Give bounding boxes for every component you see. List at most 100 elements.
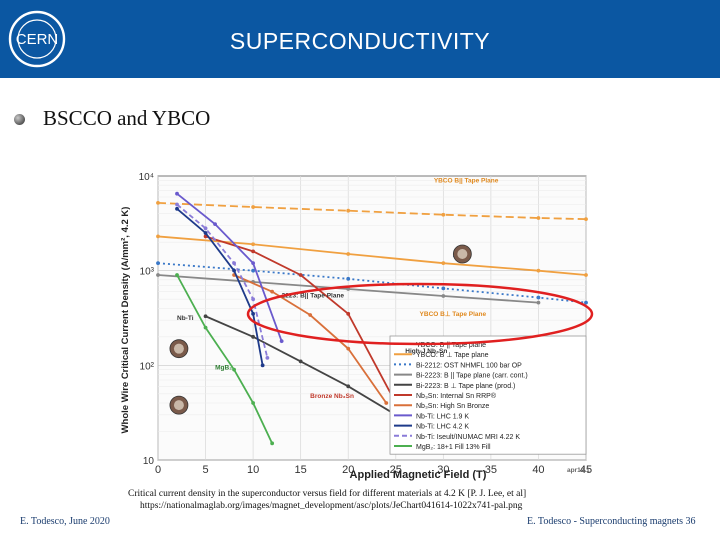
slide-title: SUPERCONDUCTIVITY xyxy=(229,28,491,54)
series-point xyxy=(308,313,313,317)
x-axis-label: Applied Magnetic Field (T) xyxy=(350,469,487,481)
x-tick-label: 5 xyxy=(202,464,208,476)
x-tick-label: 45 xyxy=(580,464,592,476)
legend-entry: Nb₃Sn: High Sn Bronze xyxy=(416,403,489,410)
series-point xyxy=(203,226,208,231)
chart-annotation: YBCO B⊥ Tape Plane xyxy=(420,310,487,318)
series-point xyxy=(536,216,541,220)
series-point xyxy=(298,359,303,364)
series-point xyxy=(584,273,588,277)
series-line-0 xyxy=(157,201,587,221)
series-point xyxy=(175,206,179,211)
legend-entry: Nb-Ti: Iseult/INUMAC MRI 4.22 K xyxy=(416,434,520,441)
chart-svg: 0 5 10 15 20 25 30 35 40 45 10 10² 10³ 10⁴ YBCO: B ||… xyxy=(118,168,600,490)
chart-annotation: 2223: B|| Tape Plane xyxy=(282,293,345,300)
series-point xyxy=(251,268,256,273)
series-point xyxy=(270,441,275,446)
legend-entry: YBCO: B ⊥ Tape plane xyxy=(416,352,489,359)
highlight-ellipse xyxy=(246,282,594,346)
series-point xyxy=(203,314,208,319)
series-line-1 xyxy=(157,235,587,276)
caption-source-link[interactable]: https://nationalmaglab.org/images/magnet… xyxy=(140,501,523,511)
y-tick-label: 10² xyxy=(140,361,155,372)
y-tick-label: 10³ xyxy=(140,267,155,278)
y-tick-label: 10 xyxy=(143,456,155,467)
chart-annotation: MgB₂ xyxy=(215,365,232,372)
series-point xyxy=(232,261,236,266)
wire-core-icon xyxy=(173,343,184,354)
series-point xyxy=(536,295,541,300)
x-tick-label: 25 xyxy=(390,464,402,476)
series-point xyxy=(279,339,284,344)
cern-logo: CERN xyxy=(4,8,70,70)
series-point xyxy=(213,222,217,227)
series-point xyxy=(251,242,256,247)
logo-text: CERN xyxy=(16,31,59,48)
series-point xyxy=(175,191,179,196)
series-point xyxy=(203,231,208,235)
bullet-text: BSCCO and YBCO xyxy=(43,106,211,130)
jc-chart: 0 5 10 15 20 25 30 35 40 45 10 10² 10³ 10⁴ YBCO: B ||… xyxy=(118,168,600,495)
legend-entry: Nb₃Sn: Internal Sn RRP® xyxy=(416,392,497,400)
series-point xyxy=(441,212,446,217)
series-point xyxy=(584,217,588,222)
series-point xyxy=(251,401,256,405)
series-point xyxy=(175,202,179,207)
x-tick-label: 20 xyxy=(342,464,354,476)
series-point xyxy=(346,384,351,389)
series-point xyxy=(260,363,265,368)
series-point xyxy=(346,346,351,351)
series-point xyxy=(346,287,351,291)
slide-header: CERN SUPERCONDUCTIVITY xyxy=(0,0,720,78)
legend-entry: Nb-Ti: LHC 1.9 K xyxy=(416,413,469,420)
wire-core-icon xyxy=(173,400,184,411)
series-point xyxy=(384,401,389,405)
wire-core-icon xyxy=(457,248,468,259)
series-point xyxy=(232,268,236,273)
y-axis-label: Whole Wire Critical Current Density (A/m… xyxy=(120,207,131,434)
chart-annotation: YBCO B|| Tape Plane xyxy=(434,178,499,185)
series-point xyxy=(175,273,179,277)
series-point xyxy=(346,252,351,256)
series-point xyxy=(298,273,303,277)
caption-line-1: Critical current density in the supercon… xyxy=(128,489,527,499)
footer-author-date: E. Todesco, June 2020 xyxy=(20,516,110,527)
series-point xyxy=(536,300,541,305)
series-point xyxy=(251,205,256,209)
series-point xyxy=(584,300,588,305)
legend-box xyxy=(389,335,587,455)
x-tick-label: 35 xyxy=(485,464,497,476)
series-point xyxy=(203,325,208,330)
y-tick-label: 10⁴ xyxy=(139,172,154,183)
x-tick-label: 10 xyxy=(247,464,259,476)
series-point xyxy=(251,249,256,254)
series-point xyxy=(156,273,160,277)
series-point xyxy=(156,261,160,266)
legend-entry: Bi-2212: OST NHMFL 100 bar OP xyxy=(416,362,522,369)
x-tick-label: 0 xyxy=(155,464,161,476)
x-tick-label: 15 xyxy=(295,464,307,476)
series-point xyxy=(441,294,446,298)
legend-entry: Bi-2223: B ⊥ Tape plane (prod.) xyxy=(416,383,515,390)
chart-annotation: Nb-Ti xyxy=(177,315,194,322)
series-point xyxy=(270,289,275,294)
legend-entry: Bi-2223: B || Tape plane (carr. cont.) xyxy=(416,373,528,380)
series-point xyxy=(251,311,256,316)
series-point xyxy=(346,208,351,213)
series-point xyxy=(156,200,160,205)
legend-entry: MgB₂: 18+1 Fill 13% Fill xyxy=(416,444,491,451)
x-tick-label: 30 xyxy=(437,464,449,476)
series-point xyxy=(251,297,256,302)
series-point xyxy=(156,234,160,239)
bullet-icon xyxy=(14,114,25,125)
series-point xyxy=(536,268,541,273)
series-point xyxy=(346,311,351,316)
footer-page-info: E. Todesco - Superconducting magnets 36 xyxy=(527,516,696,527)
legend-entry: YBCO: B || Tape plane xyxy=(416,342,486,349)
series-point xyxy=(251,261,256,266)
series-point xyxy=(251,334,256,339)
series-line-7 xyxy=(176,193,283,342)
figure-caption: Critical current density in the supercon… xyxy=(128,488,608,512)
series-point xyxy=(441,261,446,266)
series-point xyxy=(441,286,446,291)
